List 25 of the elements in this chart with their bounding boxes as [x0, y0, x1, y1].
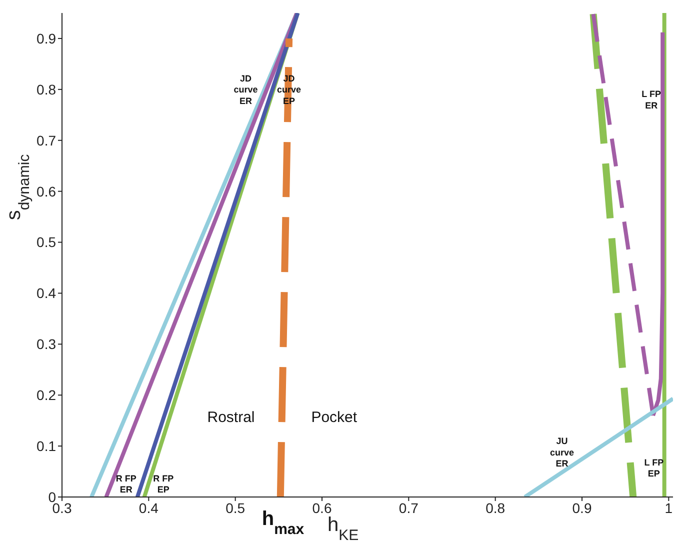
x-tick-label: 1	[664, 500, 673, 516]
annotation: R FP ER	[116, 473, 136, 495]
annotation: JU curve ER	[550, 436, 574, 469]
x-tick-label: 0.9	[572, 500, 592, 516]
x-tick-label: 0.8	[486, 500, 506, 516]
y-tick-label: 0.9	[36, 30, 56, 46]
annotation: Rostral	[207, 408, 255, 426]
y-tick-label: 0.4	[36, 285, 56, 302]
x-tick-label: 0.4	[138, 500, 159, 516]
x-tick-label: 0.5	[226, 500, 246, 516]
y-tick-label: 0.1	[36, 438, 56, 454]
x-tick-label: 0.6	[312, 500, 332, 516]
y-tick-label: 0.2	[36, 387, 56, 404]
y-tick-label: 0.6	[36, 183, 56, 200]
annotation: R FP EP	[153, 473, 174, 495]
x-tick-label: 0.7	[398, 500, 419, 516]
y-tick-label: 0.7	[36, 132, 56, 148]
annotation: Pocket	[311, 408, 358, 426]
y-tick-label: 0.8	[36, 81, 56, 98]
text: h$_{max}$	[262, 508, 305, 538]
x-axis-title: h$_{KE}$	[327, 514, 359, 543]
annotation: L FP ER	[642, 89, 662, 110]
y-tick-label: 0.3	[36, 336, 56, 352]
y-tick-label: 0.5	[36, 234, 56, 250]
annotation: JD curve ER	[234, 73, 258, 106]
